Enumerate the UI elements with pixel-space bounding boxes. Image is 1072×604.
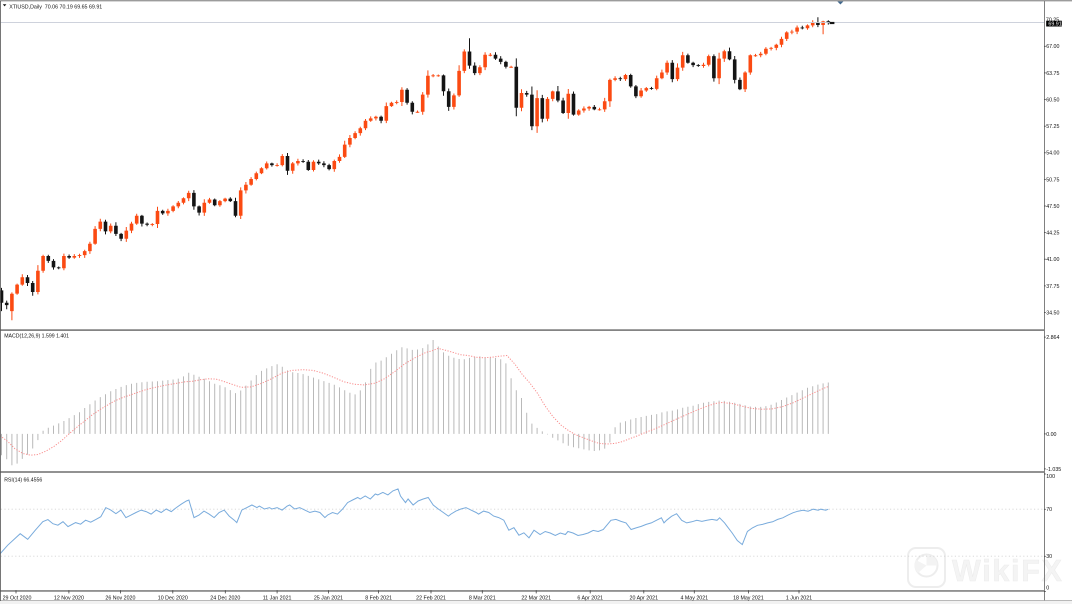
svg-text:WikiFX: WikiFX — [952, 554, 1064, 588]
svg-text:63.75: 63.75 — [1046, 71, 1059, 77]
svg-text:30: 30 — [1046, 554, 1052, 560]
svg-text:0.00: 0.00 — [1046, 432, 1056, 438]
svg-text:22 Feb 2021: 22 Feb 2021 — [416, 596, 446, 602]
svg-text:8 Mar 2021: 8 Mar 2021 — [469, 596, 496, 602]
svg-text:RSI(14) 66.4556: RSI(14) 66.4556 — [4, 477, 42, 483]
svg-text:22 Mar 2021: 22 Mar 2021 — [521, 596, 551, 602]
svg-text:-1.035: -1.035 — [1046, 467, 1061, 473]
svg-text:20 Apr 2021: 20 Apr 2021 — [630, 596, 659, 602]
svg-text:MACD(12,26,9) 1.599 1.401: MACD(12,26,9) 1.599 1.401 — [4, 334, 69, 340]
svg-text:100: 100 — [1046, 474, 1055, 480]
svg-text:50.75: 50.75 — [1046, 177, 1059, 183]
svg-text:60.50: 60.50 — [1046, 97, 1059, 103]
svg-text:41.00: 41.00 — [1046, 257, 1059, 263]
svg-text:2.864: 2.864 — [1046, 335, 1059, 341]
svg-text:67.00: 67.00 — [1046, 44, 1059, 50]
svg-text:4 May 2021: 4 May 2021 — [680, 596, 708, 602]
svg-text:1 Jun 2021: 1 Jun 2021 — [786, 596, 812, 602]
svg-text:26 Nov 2020: 26 Nov 2020 — [105, 596, 135, 602]
svg-text:54.00: 54.00 — [1046, 151, 1059, 157]
svg-text:47.50: 47.50 — [1046, 204, 1059, 210]
svg-text:70.25: 70.25 — [1046, 18, 1059, 24]
svg-text:18 May 2021: 18 May 2021 — [733, 596, 764, 602]
svg-text:34.50: 34.50 — [1046, 310, 1059, 316]
svg-text:12 Nov 2020: 12 Nov 2020 — [54, 596, 84, 602]
svg-text:69.91: 69.91 — [1048, 22, 1061, 28]
svg-text:44.25: 44.25 — [1046, 231, 1059, 237]
svg-text:8 Feb 2021: 8 Feb 2021 — [365, 596, 392, 602]
svg-text:29 Oct 2020: 29 Oct 2020 — [3, 596, 32, 602]
svg-text:11 Jan 2021: 11 Jan 2021 — [263, 596, 292, 602]
svg-text:6 Apr 2021: 6 Apr 2021 — [577, 596, 603, 602]
svg-text:25 Jan 2021: 25 Jan 2021 — [314, 596, 343, 602]
svg-text:37.75: 37.75 — [1046, 284, 1059, 290]
svg-text:24 Dec 2020: 24 Dec 2020 — [210, 596, 240, 602]
svg-text:70: 70 — [1046, 507, 1052, 513]
svg-text:0: 0 — [1046, 586, 1049, 592]
svg-text:10 Dec 2020: 10 Dec 2020 — [158, 596, 188, 602]
svg-text:XTIUSD,Daily 70.06 70.19 69.6: XTIUSD,Daily 70.06 70.19 69.65 69.91 — [9, 4, 102, 10]
svg-text:57.25: 57.25 — [1046, 124, 1059, 130]
